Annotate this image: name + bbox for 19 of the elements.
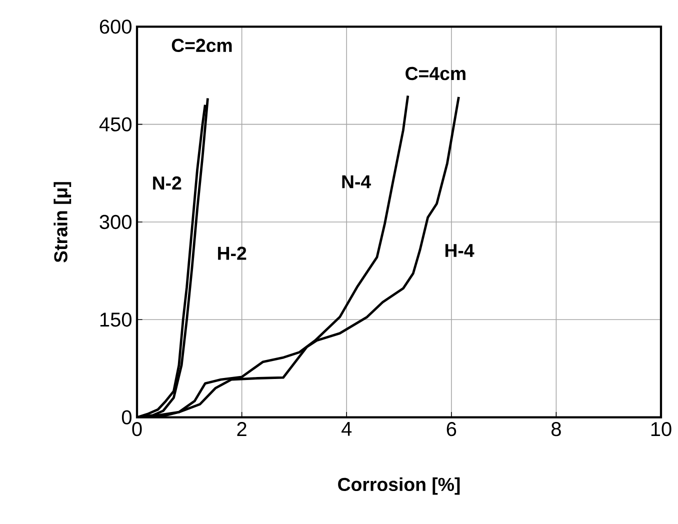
- series-label: H-4: [445, 244, 474, 257]
- x-tick-label: 8: [552, 422, 561, 436]
- y-tick-label: 0: [122, 410, 132, 424]
- x-tick-label: 6: [446, 422, 456, 436]
- x-tick-label: 0: [132, 422, 142, 436]
- y-tick-label: 450: [99, 117, 132, 132]
- series-label: H-2: [218, 246, 246, 260]
- x-tick-label: 2: [237, 422, 246, 436]
- y-tick-label: 300: [100, 214, 132, 230]
- series-label: N-4: [342, 175, 371, 188]
- series-label: N-2: [153, 176, 182, 190]
- y-tick-label: 600: [100, 20, 132, 34]
- y-axis-title: Strain [μ]: [54, 182, 72, 262]
- x-tick-label: 10: [651, 422, 672, 436]
- x-axis-title: Corrosion [%]: [338, 477, 460, 495]
- y-tick-label: 150: [100, 312, 132, 327]
- annotation: C=2cm: [172, 38, 232, 52]
- annotation: C=4cm: [406, 66, 466, 80]
- x-tick-label: 4: [342, 422, 352, 436]
